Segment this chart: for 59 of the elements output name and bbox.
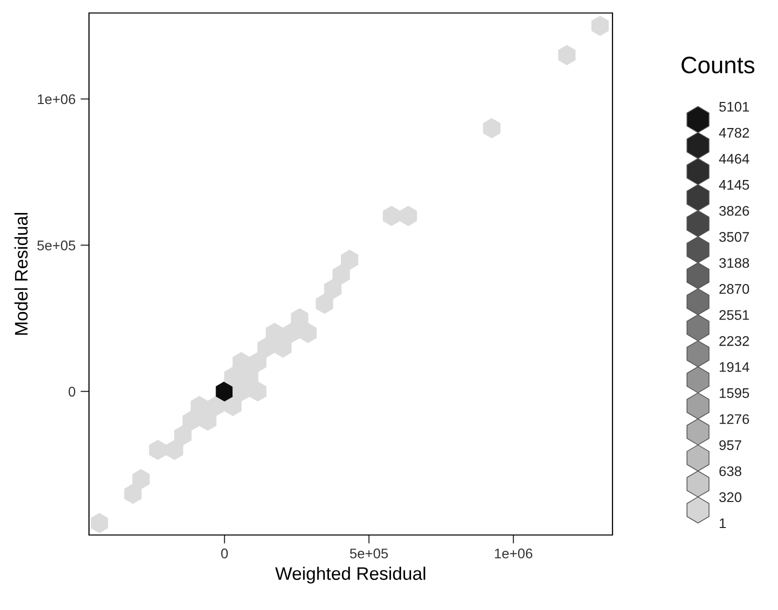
point [340, 250, 358, 270]
color-bar-label: 1 [720, 518, 726, 528]
color-bar-label: 957 [719, 440, 742, 450]
point [149, 440, 166, 460]
x-axis-title: Weighted Residual [275, 566, 426, 584]
point [282, 322, 300, 344]
color-bar-label: 638 [719, 466, 742, 476]
color-bar-label: 1595 [720, 388, 750, 398]
color-bar-label: 2551 [719, 310, 749, 320]
point [591, 16, 609, 36]
point [257, 337, 275, 358]
point [558, 45, 576, 66]
color-bar-label: 5101 [719, 102, 749, 112]
point [232, 352, 250, 372]
color-bar-label: 320 [719, 492, 742, 502]
y-axis-title: Model Residual [14, 212, 28, 335]
point [382, 206, 400, 226]
point [182, 410, 200, 431]
y-tick-label: 0 [68, 386, 76, 397]
point [224, 366, 242, 387]
y-tick-label: 1e+06 [38, 94, 76, 104]
color-bar-title: Counts [682, 56, 754, 74]
color-bar-label: 3507 [719, 232, 749, 242]
y-tick-label: 5e+05 [37, 240, 76, 250]
point [124, 484, 142, 504]
point [290, 308, 308, 328]
x-tick-label: 5e+05 [350, 548, 388, 558]
color-bar-label: 2232 [719, 336, 749, 346]
x-tick-label: 1e+06 [494, 548, 532, 558]
point [240, 366, 258, 387]
point [332, 264, 350, 285]
color-bar-label: 1276 [720, 414, 750, 424]
color-bar-label: 4782 [719, 128, 749, 138]
color-bar-label: 4464 [719, 154, 750, 164]
point [207, 396, 225, 416]
point [216, 381, 234, 402]
point [132, 469, 150, 490]
point [400, 206, 417, 226]
color-bar-label: 1914 [720, 362, 750, 372]
point [224, 396, 242, 416]
color-bar-label: 3826 [719, 206, 750, 216]
point [199, 410, 216, 431]
point [190, 396, 208, 416]
color-bar-label: 4145 [719, 180, 750, 190]
point [266, 322, 284, 344]
point [166, 440, 184, 460]
point [316, 294, 334, 314]
point [249, 381, 266, 402]
point [483, 118, 500, 138]
color-bar-label: 3188 [719, 258, 750, 268]
point [90, 512, 108, 534]
point [249, 352, 266, 372]
point [232, 381, 250, 402]
point [174, 425, 192, 446]
point [324, 278, 342, 300]
x-tick-label: 0 [221, 548, 228, 558]
point [299, 322, 317, 344]
point [274, 337, 292, 358]
color-bar-label: 2870 [719, 284, 750, 294]
